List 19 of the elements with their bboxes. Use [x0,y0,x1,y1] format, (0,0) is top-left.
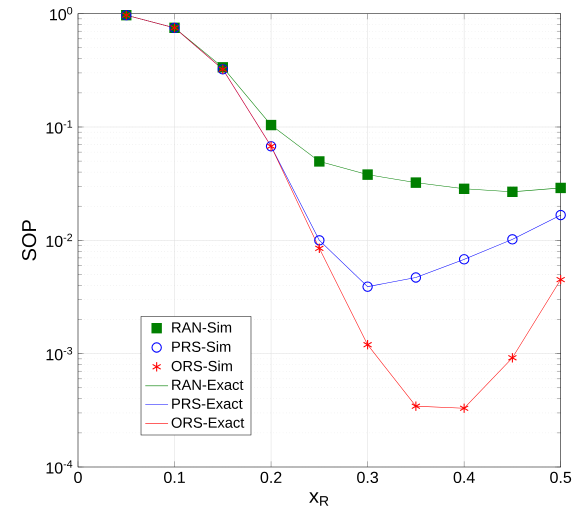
x-tick-label: 0 [74,472,82,484]
y-tick-label: 10$^{-3}$ [46,346,72,360]
x-axis-title: x$_{R}$ [309,492,328,506]
x-tick-label: 0.4 [454,472,475,484]
y-axis-title: SOP [22,220,36,261]
x-tick-label: 0.3 [357,472,378,484]
y-tick-label: 10$^{-1}$ [46,120,72,134]
x-tick-label: 0.2 [260,472,282,484]
x-tick-label: 0.1 [164,472,185,484]
y-tick-label: 10$^{-4}$ [46,460,72,474]
y-tick-label: 10$^{-2}$ [46,234,72,248]
legend-label: RAN-Sim [172,322,232,333]
legend-label: ORS-Exact [172,417,244,428]
legend-label: ORS-Sim [172,360,232,372]
legend-label: PRS-Sim [172,341,230,352]
y-tick-label: 10$^{0}$ [50,6,72,20]
x-tick-label: 0.5 [550,472,572,484]
legend-label: RAN-Exact [172,380,244,390]
legend-label: PRS-Exact [172,398,243,409]
